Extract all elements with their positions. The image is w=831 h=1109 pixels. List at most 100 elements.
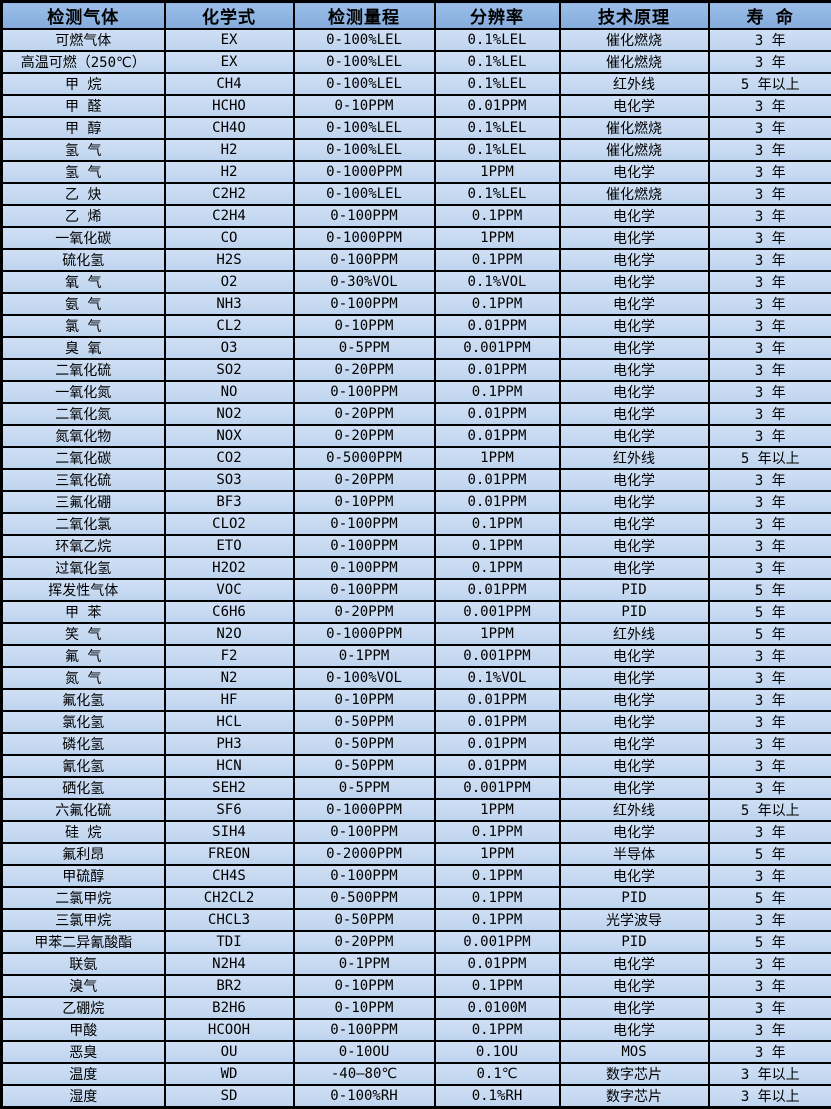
table-cell: 数字芯片 bbox=[560, 1063, 709, 1085]
table-cell: 0-30%VOL bbox=[294, 271, 435, 293]
table-cell: 催化燃烧 bbox=[560, 139, 709, 161]
table-cell: 0.1PPM bbox=[435, 381, 560, 403]
table-cell: 0-100%VOL bbox=[294, 667, 435, 689]
table-cell: C2H2 bbox=[165, 183, 294, 205]
column-header: 技术原理 bbox=[560, 2, 709, 30]
table-cell: 0-10PPM bbox=[294, 95, 435, 117]
table-cell: 5 年以上 bbox=[709, 73, 831, 95]
table-header: 检测气体化学式检测量程分辨率技术原理寿 命 bbox=[2, 2, 831, 30]
table-cell: 氮 气 bbox=[2, 667, 165, 689]
table-cell: SIH4 bbox=[165, 821, 294, 843]
table-cell: SO2 bbox=[165, 359, 294, 381]
table-cell: 0-20PPM bbox=[294, 931, 435, 953]
table-cell: 3 年 bbox=[709, 667, 831, 689]
table-cell: 3 年 bbox=[709, 1041, 831, 1063]
table-cell: 电化学 bbox=[560, 205, 709, 227]
table-cell: 0-20PPM bbox=[294, 469, 435, 491]
table-cell: CO bbox=[165, 227, 294, 249]
table-cell: 0.1%LEL bbox=[435, 117, 560, 139]
table-cell: 0-20PPM bbox=[294, 601, 435, 623]
table-cell: 0.01PPM bbox=[435, 469, 560, 491]
table-cell: 5 年以上 bbox=[709, 447, 831, 469]
table-cell: 0-50PPM bbox=[294, 755, 435, 777]
table-cell: 3 年 bbox=[709, 645, 831, 667]
table-cell: 甲苯二异氰酸酯 bbox=[2, 931, 165, 953]
table-cell: 甲硫醇 bbox=[2, 865, 165, 887]
table-cell: 氯 气 bbox=[2, 315, 165, 337]
table-cell: 0-5PPM bbox=[294, 337, 435, 359]
table-cell: 0-100%LEL bbox=[294, 117, 435, 139]
table-cell: 电化学 bbox=[560, 337, 709, 359]
table-cell: 3 年 bbox=[709, 403, 831, 425]
table-cell: 0-1000PPM bbox=[294, 799, 435, 821]
table-cell: CH4O bbox=[165, 117, 294, 139]
table-cell: 0.1PPM bbox=[435, 975, 560, 997]
table-cell: 氰化氢 bbox=[2, 755, 165, 777]
table-cell: 0-2000PPM bbox=[294, 843, 435, 865]
table-cell: -40—80℃ bbox=[294, 1063, 435, 1085]
table-cell: 0.1PPM bbox=[435, 887, 560, 909]
table-cell: 1PPM bbox=[435, 227, 560, 249]
table-cell: 二氯甲烷 bbox=[2, 887, 165, 909]
table-cell: WD bbox=[165, 1063, 294, 1085]
table-cell: EX bbox=[165, 29, 294, 51]
table-cell: CO2 bbox=[165, 447, 294, 469]
table-cell: 硫化氢 bbox=[2, 249, 165, 271]
table-cell: 电化学 bbox=[560, 1019, 709, 1041]
table-cell: 红外线 bbox=[560, 447, 709, 469]
table-cell: 0.001PPM bbox=[435, 601, 560, 623]
table-cell: 电化学 bbox=[560, 249, 709, 271]
header-row: 检测气体化学式检测量程分辨率技术原理寿 命 bbox=[2, 2, 831, 30]
table-cell: 0.001PPM bbox=[435, 777, 560, 799]
table-cell: 电化学 bbox=[560, 469, 709, 491]
table-cell: 0.01PPM bbox=[435, 95, 560, 117]
table-cell: HCOOH bbox=[165, 1019, 294, 1041]
table-cell: 甲 苯 bbox=[2, 601, 165, 623]
table-cell: 甲 醇 bbox=[2, 117, 165, 139]
column-header: 化学式 bbox=[165, 2, 294, 30]
table-cell: 电化学 bbox=[560, 293, 709, 315]
table-cell: 3 年 bbox=[709, 227, 831, 249]
table-cell: 5 年 bbox=[709, 931, 831, 953]
table-cell: NH3 bbox=[165, 293, 294, 315]
table-cell: 催化燃烧 bbox=[560, 117, 709, 139]
table-cell: 0-1000PPM bbox=[294, 161, 435, 183]
table-cell: 0.1%LEL bbox=[435, 139, 560, 161]
table-cell: 1PPM bbox=[435, 843, 560, 865]
table-cell: 0.1℃ bbox=[435, 1063, 560, 1085]
table-cell: 3 年 bbox=[709, 689, 831, 711]
table-cell: 3 年 bbox=[709, 535, 831, 557]
table-cell: 电化学 bbox=[560, 865, 709, 887]
table-cell: 5 年 bbox=[709, 623, 831, 645]
table-cell: 电化学 bbox=[560, 271, 709, 293]
table-cell: 氮氧化物 bbox=[2, 425, 165, 447]
table-cell: SD bbox=[165, 1085, 294, 1108]
table-cell: 3 年 bbox=[709, 293, 831, 315]
table-cell: N2 bbox=[165, 667, 294, 689]
table-cell: 0-100PPM bbox=[294, 293, 435, 315]
table-cell: 5 年以上 bbox=[709, 799, 831, 821]
table-cell: 0.01PPM bbox=[435, 579, 560, 601]
table-cell: PID bbox=[560, 931, 709, 953]
table-cell: 乙 烯 bbox=[2, 205, 165, 227]
table-cell: 电化学 bbox=[560, 557, 709, 579]
table-cell: 0-100PPM bbox=[294, 557, 435, 579]
table-cell: 电化学 bbox=[560, 161, 709, 183]
table-cell: 环氧乙烷 bbox=[2, 535, 165, 557]
